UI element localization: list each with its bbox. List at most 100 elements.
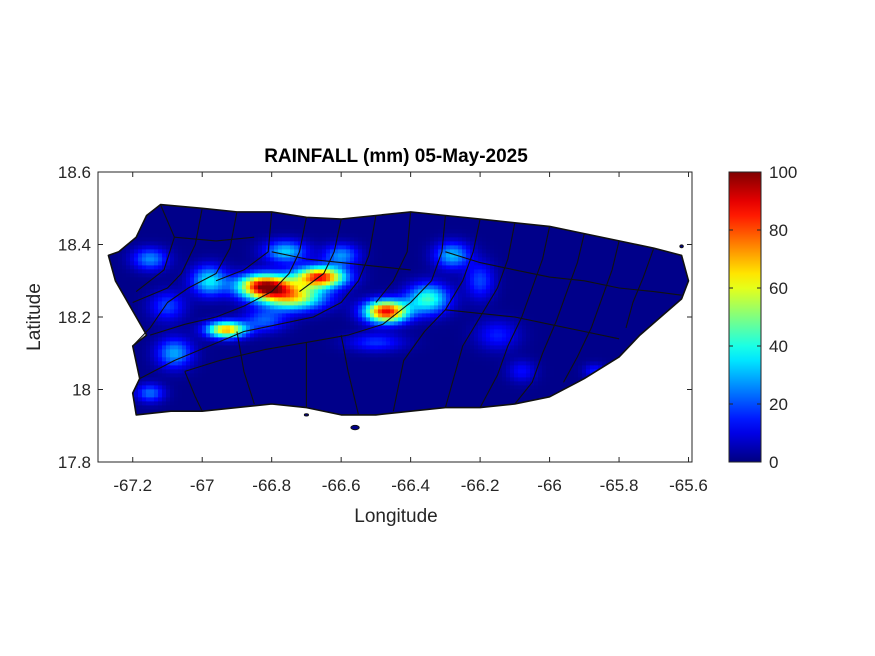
rainfall-cell [602, 321, 607, 326]
rainfall-cell [322, 277, 327, 282]
rainfall-cell [226, 317, 231, 322]
rainfall-cell [242, 281, 247, 286]
rainfall-cell [214, 209, 219, 214]
rainfall-cell [230, 257, 235, 262]
rainfall-cell [294, 245, 299, 250]
rainfall-cell [238, 225, 243, 230]
rainfall-cell [570, 237, 575, 242]
rainfall-cell [446, 281, 451, 286]
rainfall-cell [558, 265, 563, 270]
rainfall-cell [546, 257, 551, 262]
rainfall-cell [546, 313, 551, 318]
rainfall-cell [570, 241, 575, 246]
rainfall-cell [278, 265, 283, 270]
rainfall-cell [494, 253, 499, 258]
rainfall-cell [414, 273, 419, 278]
rainfall-cell [514, 321, 519, 326]
rainfall-cell [278, 253, 283, 258]
rainfall-cell [130, 249, 135, 254]
rainfall-cell [606, 301, 611, 306]
rainfall-cell [506, 249, 511, 254]
rainfall-cell [426, 317, 431, 322]
rainfall-cell [198, 249, 203, 254]
rainfall-cell [406, 293, 411, 298]
rainfall-cell [334, 301, 339, 306]
rainfall-cell [662, 281, 667, 286]
rainfall-cell [550, 277, 555, 282]
rainfall-cell [390, 213, 395, 218]
rainfall-cell [498, 317, 503, 322]
rainfall-cell [526, 289, 531, 294]
rainfall-cell [174, 269, 179, 274]
rainfall-cell [418, 309, 423, 314]
rainfall-cell [202, 305, 207, 310]
rainfall-cell [302, 281, 307, 286]
rainfall-cell [450, 301, 455, 306]
rainfall-cell [518, 309, 523, 314]
rainfall-cell [598, 265, 603, 270]
rainfall-cell [510, 309, 515, 314]
rainfall-cell [486, 305, 491, 310]
rainfall-cell [234, 221, 239, 226]
rainfall-cell [662, 285, 667, 290]
rainfall-cell [226, 325, 231, 330]
rainfall-cell [162, 221, 167, 226]
rainfall-cell [250, 317, 255, 322]
rainfall-cell [386, 305, 391, 310]
rainfall-cell [602, 249, 607, 254]
rainfall-cell [434, 245, 439, 250]
rainfall-cell [302, 269, 307, 274]
rainfall-cell [474, 313, 479, 318]
rainfall-cell [274, 229, 279, 234]
rainfall-cell [550, 293, 555, 298]
rainfall-cell [430, 293, 435, 298]
rainfall-cell [322, 229, 327, 234]
rainfall-cell [354, 293, 359, 298]
rainfall-cell [598, 309, 603, 314]
rainfall-cell [486, 297, 491, 302]
rainfall-cell [294, 293, 299, 298]
rainfall-cell [654, 269, 659, 274]
rainfall-cell [414, 221, 419, 226]
rainfall-cell [586, 305, 591, 310]
rainfall-cell [146, 305, 151, 310]
rainfall-cell [610, 285, 615, 290]
rainfall-cell [250, 213, 255, 218]
rainfall-cell [670, 301, 675, 306]
rainfall-cell [202, 325, 207, 330]
rainfall-cell [246, 309, 251, 314]
rainfall-cell [334, 297, 339, 302]
rainfall-cell [182, 269, 187, 274]
rainfall-cell [382, 245, 387, 250]
rainfall-cell [578, 281, 583, 286]
rainfall-cell [482, 313, 487, 318]
rainfall-cell [194, 325, 199, 330]
rainfall-cell [434, 281, 439, 286]
rainfall-cell [550, 321, 555, 326]
rainfall-cell [142, 249, 147, 254]
rainfall-cell [158, 285, 163, 290]
rainfall-cell [350, 269, 355, 274]
rainfall-cell [206, 309, 211, 314]
rainfall-cell [282, 241, 287, 246]
rainfall-cell [306, 293, 311, 298]
rainfall-cell [494, 265, 499, 270]
rainfall-cell [398, 325, 403, 330]
rainfall-cell [362, 225, 367, 230]
rainfall-cell [186, 209, 191, 214]
rainfall-cell [454, 257, 459, 262]
rainfall-cell [322, 217, 327, 222]
rainfall-cell [246, 277, 251, 282]
rainfall-cell [430, 237, 435, 242]
rainfall-cell [254, 301, 259, 306]
rainfall-cell [294, 305, 299, 310]
rainfall-cell [210, 313, 215, 318]
rainfall-cell [522, 233, 527, 238]
rainfall-cell [578, 309, 583, 314]
rainfall-cell [298, 229, 303, 234]
rainfall-cell [450, 297, 455, 302]
rainfall-cell [498, 321, 503, 326]
rainfall-cell [162, 261, 167, 266]
rainfall-cell [418, 305, 423, 310]
rainfall-cell [322, 241, 327, 246]
